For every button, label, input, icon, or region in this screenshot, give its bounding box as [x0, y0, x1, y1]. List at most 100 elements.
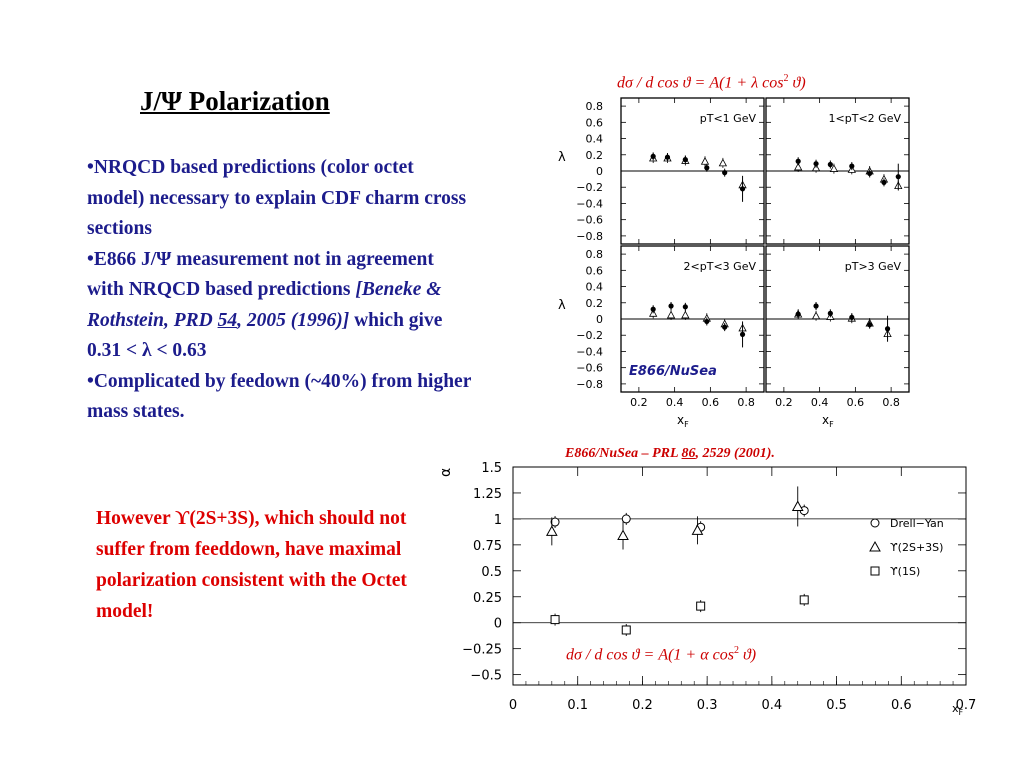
legend-label: ϒ(2S+3S)	[890, 541, 943, 554]
filled-point	[722, 324, 728, 330]
filled-point	[650, 153, 656, 159]
filled-point	[827, 310, 833, 316]
ytick-label: −0.2	[576, 329, 603, 342]
alpha-y-axis-label: α	[440, 468, 454, 477]
alpha-xtick-label: 0.1	[567, 698, 588, 713]
legend-marker-triangle	[869, 540, 881, 552]
citation-pre: E866/NuSea – PRL	[565, 446, 682, 461]
bullet-e866-ref-volume: 54	[217, 309, 238, 331]
filled-point	[795, 158, 801, 164]
filled-point	[650, 306, 656, 312]
filled-point	[867, 322, 873, 328]
alpha-point-triangle	[791, 500, 804, 511]
open-point	[681, 310, 690, 319]
bottom-formula-mid: A(1 + α cos	[658, 646, 734, 664]
ytick-label: −0.2	[576, 181, 603, 194]
alpha-point-triangle	[617, 529, 629, 541]
ytick-label: 0.6	[586, 264, 604, 277]
filled-point	[895, 174, 901, 180]
legend-label: Drell−Yan	[890, 517, 944, 530]
y-axis-label: λ	[558, 150, 566, 165]
alpha-chart: 1.5 1.25 1 0.75 0.5 0.25 0 −0.25 −0.5 0 0.1 0.2 0.3 0…	[440, 461, 977, 717]
ytick-label: 0.8	[586, 100, 604, 113]
alpha-ytick-label: 1.25	[473, 487, 502, 502]
xtick-label: 0.4	[666, 396, 684, 409]
citation-post: , 2529 (2001).	[695, 446, 775, 461]
bottom-formula-lhs: dσ / d cos ϑ =	[566, 646, 659, 664]
alpha-ytick-label: 0.25	[473, 591, 502, 606]
bullet-e866-ref-year: , 2005 (1996)]	[237, 309, 350, 331]
filled-point	[682, 304, 688, 310]
upsilon-note: However ϒ(2S+3S), which should not suffe…	[96, 508, 407, 622]
xtick-label: 0.2	[630, 396, 648, 409]
bullet-nrqcd: •NRQCD based predictions (color octet mo…	[87, 157, 467, 239]
bullet-e866-range: which give 0.31 < λ < 0.63	[87, 309, 443, 362]
alpha-xtick-label: 0.6	[891, 698, 912, 713]
bottom-formula-end: ϑ)	[738, 646, 757, 664]
filled-point	[795, 311, 801, 317]
ytick-label: 0.4	[586, 281, 604, 294]
xtick-label: 0.6	[847, 396, 865, 409]
filled-point	[884, 326, 891, 332]
alpha-point-square	[550, 615, 560, 625]
xtick-label: 0.8	[882, 396, 900, 409]
alpha-ytick-label: 0.75	[473, 539, 502, 554]
panel-label-2: 1<pT<2 GeV	[829, 112, 902, 125]
xtick-label: 0.2	[775, 396, 793, 409]
filled-point	[881, 179, 887, 185]
alpha-xtick-label: 0	[509, 698, 517, 713]
filled-point	[682, 157, 688, 163]
alpha-point-square	[696, 601, 706, 611]
alpha-ytick-label: 0.5	[481, 565, 502, 580]
inset-label: E866/NuSea	[629, 364, 717, 379]
alpha-ytick-label: 1	[494, 513, 502, 528]
filled-point	[668, 303, 674, 309]
filled-point	[849, 314, 855, 320]
top-formula-lhs: dσ / d cos ϑ =	[617, 74, 710, 92]
ytick-label: 0.2	[586, 297, 604, 310]
filled-point	[704, 165, 710, 171]
filled-point	[739, 331, 746, 338]
bullet-feeddown: •Complicated by feedown (~40%) from high…	[87, 370, 472, 423]
ytick-label: 0.6	[586, 116, 604, 129]
alpha-point-triangle	[545, 525, 558, 536]
y-axis-label: λ	[558, 298, 566, 313]
alpha-ytick-label: 1.5	[481, 461, 502, 476]
legend-marker-square	[870, 566, 880, 576]
legend-label: ϒ(1S)	[890, 565, 920, 578]
filled-point	[813, 303, 819, 309]
alpha-point-square	[799, 595, 809, 605]
filled-point	[827, 161, 833, 168]
bullet-e866-text: •E866 J/Ψ measurement not in agreement w…	[87, 248, 434, 301]
filled-point	[664, 154, 671, 160]
alpha-xtick-label: 0.7	[956, 698, 977, 713]
alpha-frame	[512, 466, 967, 686]
alpha-ytick-label: −0.25	[462, 643, 502, 658]
x-axis-label: xF	[822, 413, 834, 429]
alpha-ytick-label: 0	[494, 617, 502, 632]
alpha-xtick-label: 0.3	[697, 698, 718, 713]
panel-label-3: 2<pT<3 GeV	[684, 260, 757, 273]
filled-point	[849, 163, 855, 169]
ytick-label: −0.8	[576, 230, 603, 243]
alpha-xtick-label: 0.4	[762, 698, 783, 713]
xtick-label: 0.4	[811, 396, 829, 409]
alpha-point-triangle	[691, 524, 704, 535]
legend-marker-circle	[870, 518, 880, 528]
ytick-label: 0.8	[586, 248, 604, 261]
alpha-xtick-label: 0.2	[632, 698, 653, 713]
top-formula-mid: A(1 + λ cos	[709, 74, 784, 92]
alpha-point-circle	[621, 514, 631, 524]
bullet-list: •NRQCD based predictions (color octet mo…	[87, 153, 472, 428]
ytick-label: −0.6	[576, 214, 603, 227]
open-point	[811, 311, 821, 320]
filled-point	[813, 161, 819, 167]
citation: E866/NuSea – PRL 86, 2529 (2001).	[565, 446, 775, 462]
open-point	[718, 158, 728, 167]
panel-label-4: pT>3 GeV	[845, 260, 902, 273]
filled-point	[704, 318, 710, 325]
alpha-xtick-label: 0.5	[826, 698, 847, 713]
ytick-label: 0.2	[586, 149, 604, 162]
lambda-chart: pT<1 GeV 1<pT<2 GeV 2<pT<3 GeV pT>3 GeV 0.8 0…	[558, 97, 910, 429]
bullet-e866: •E866 J/Ψ measurement not in agreement w…	[87, 245, 472, 367]
